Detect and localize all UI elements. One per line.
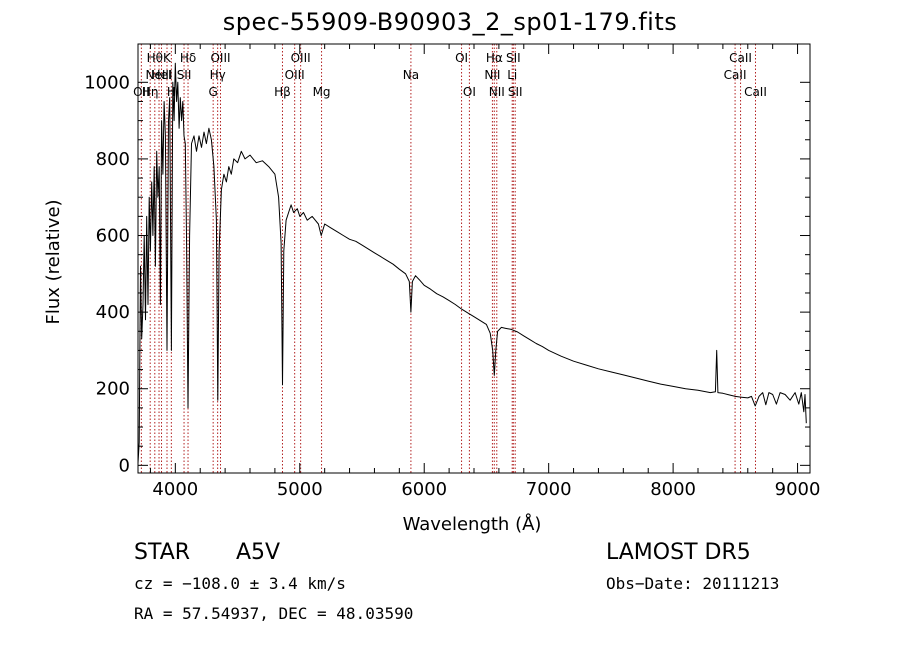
spectral-line-label: Hα	[486, 51, 503, 65]
x-axis: 4000 5000 6000 7000 8000 9000	[149, 44, 821, 500]
x-tick-label: 6000	[401, 479, 447, 500]
spectral-line-label: Hθ	[147, 51, 163, 65]
x-tick-label: 7000	[526, 479, 572, 500]
spectral-line-markers	[140, 44, 756, 473]
x-tick-label: 4000	[152, 479, 198, 500]
plot-frame	[137, 43, 811, 474]
spectral-line-label: OIII	[291, 51, 311, 65]
spectral-line-label: SII	[177, 68, 192, 82]
spectral-line-label: Mg	[313, 85, 331, 99]
spectral-line-label: OII	[133, 85, 150, 99]
x-tick-label: 9000	[775, 479, 821, 500]
spectral-line-label: Li	[507, 68, 517, 82]
x-tick-label: 5000	[277, 479, 323, 500]
spectral-line-label: G	[209, 85, 218, 99]
spectral-line-label: CaII	[724, 68, 747, 82]
y-tick-label: 600	[96, 226, 130, 247]
y-tick-label: 0	[119, 455, 130, 476]
spectral-line-label: CaII	[729, 51, 752, 65]
spectral-line-label: K	[163, 51, 172, 65]
spectrum-series-line	[137, 62, 807, 464]
spectral-line-label: Hη	[142, 85, 159, 99]
spectral-line-labels: OIIHηHθNeIIIHeIKHSIIHδGHγOIIIHβOIIIOIIIM…	[133, 51, 767, 99]
observation-date: Obs−Date: 20111213	[606, 574, 780, 593]
spectral-line-label: H	[167, 85, 176, 99]
spectral-line-label: SII	[506, 51, 521, 65]
spectral-line-label: OIII	[285, 68, 305, 82]
spectrum-series	[137, 62, 807, 464]
y-tick-label: 400	[96, 302, 130, 323]
ra-dec-coordinates: RA = 57.54937, DEC = 48.03590	[134, 604, 414, 623]
spectral-line-label: OI	[463, 85, 476, 99]
spectral-line-label: Na	[403, 68, 419, 82]
x-tick-label: 8000	[650, 479, 696, 500]
spectral-line-label: HeI	[152, 68, 172, 82]
redshift-cz: cz = −108.0 ± 3.4 km/s	[134, 574, 346, 593]
spectral-line-label: NII	[489, 85, 505, 99]
spectral-line-label: CaII	[744, 85, 767, 99]
spectral-line-label: OI	[455, 51, 468, 65]
object-subclass: A5V	[236, 540, 281, 565]
spectral-line-label: NII	[484, 68, 500, 82]
object-class: STAR	[134, 540, 191, 565]
spectral-line-label: Hγ	[210, 68, 226, 82]
y-tick-label: 800	[96, 149, 130, 170]
y-tick-label: 1000	[84, 72, 130, 93]
y-axis: 0 200 400 600 800 1000	[84, 72, 810, 476]
spectral-line-label: SII	[508, 85, 523, 99]
y-axis-title: Flux (relative)	[43, 199, 64, 324]
spectral-line-label: Hβ	[274, 85, 291, 99]
y-tick-label: 200	[96, 379, 130, 400]
survey-label: LAMOST DR5	[606, 540, 751, 565]
spectral-line-label: Hδ	[180, 51, 196, 65]
x-axis-title: Wavelength (Å)	[403, 513, 542, 535]
spectral-line-label: NeIII	[146, 68, 173, 82]
chart-title: spec-55909-B90903_2_sp01-179.fits	[222, 8, 678, 36]
spectral-line-label: OIII	[210, 51, 230, 65]
